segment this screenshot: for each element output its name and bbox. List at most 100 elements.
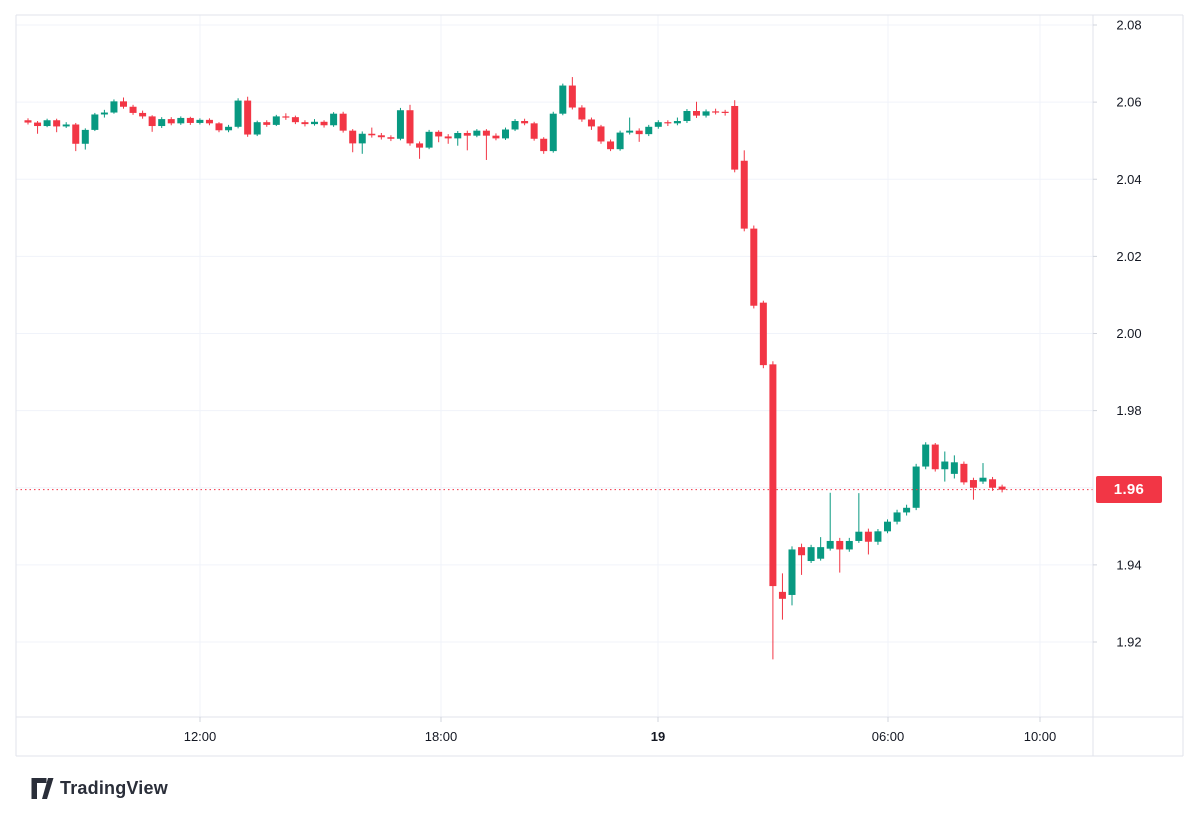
candle	[740, 150, 748, 232]
candle	[435, 130, 443, 143]
candle	[798, 543, 806, 575]
candle	[110, 99, 118, 114]
candle	[406, 104, 414, 146]
candle	[998, 484, 1006, 493]
candle	[731, 100, 739, 173]
candle	[186, 116, 194, 125]
candle	[960, 461, 968, 485]
candle	[368, 127, 376, 138]
candle	[989, 476, 997, 491]
candle	[903, 504, 911, 516]
candle	[253, 120, 261, 137]
price-axis-label: 2.00	[1116, 326, 1141, 341]
candle	[855, 493, 863, 543]
time-axis-label: 18:00	[425, 729, 458, 744]
candle	[607, 139, 615, 152]
candle	[196, 118, 204, 125]
candle	[864, 528, 872, 555]
candle	[645, 124, 653, 137]
candle	[24, 118, 32, 125]
candle	[893, 509, 901, 525]
axis-ticks	[199, 24, 1097, 722]
candle	[616, 130, 624, 151]
candle	[387, 135, 395, 142]
candle	[454, 131, 462, 146]
candle	[540, 137, 548, 154]
price-axis-label: 1.94	[1116, 557, 1141, 572]
candle	[463, 130, 471, 151]
price-axis-label: 2.04	[1116, 172, 1141, 187]
time-axis-label: 19	[651, 729, 665, 744]
candle	[931, 443, 939, 472]
candle	[912, 463, 920, 511]
candle	[941, 451, 949, 482]
candle	[100, 109, 108, 118]
candle	[511, 119, 519, 132]
candle	[291, 115, 299, 125]
candle	[244, 96, 252, 137]
candle	[311, 119, 318, 126]
candle	[272, 114, 280, 127]
candle	[263, 120, 271, 127]
time-axis-label: 12:00	[184, 729, 217, 744]
candle	[721, 109, 729, 116]
candle	[884, 519, 891, 534]
candle	[339, 111, 347, 133]
candle	[549, 111, 557, 153]
candle	[425, 129, 433, 150]
candle	[693, 101, 700, 118]
candle	[969, 477, 977, 500]
candle	[320, 120, 328, 128]
candle	[43, 118, 51, 128]
price-axis-label: 2.08	[1116, 18, 1141, 33]
candle	[205, 118, 213, 126]
price-axis-labels: 2.08 2.06 2.04 2.02 2.00 1.98 1.94 1.92	[1116, 18, 1141, 650]
candle	[349, 129, 357, 153]
tradingview-logo-icon	[31, 777, 54, 799]
candle	[396, 107, 404, 141]
candle	[234, 98, 242, 129]
time-axis[interactable]	[16, 717, 1093, 756]
candle	[148, 115, 156, 132]
candle	[120, 97, 127, 109]
candle	[139, 110, 147, 119]
candle	[34, 121, 42, 134]
candle	[167, 117, 175, 126]
candle	[62, 122, 70, 128]
candle	[473, 129, 481, 138]
time-axis-label: 06:00	[872, 729, 905, 744]
price-axis[interactable]	[1093, 15, 1183, 717]
candle	[587, 117, 595, 130]
candle	[950, 455, 958, 479]
candle	[635, 128, 643, 142]
candle	[158, 117, 166, 128]
candle	[521, 118, 529, 126]
candle	[778, 573, 786, 620]
candle	[826, 492, 834, 551]
candle	[358, 131, 366, 154]
candle	[626, 117, 634, 135]
candle	[129, 104, 137, 115]
time-axis-labels: 12:00 18:00 19 06:00 10:00	[184, 729, 1057, 744]
candle	[377, 132, 385, 140]
candle	[874, 529, 882, 545]
candle	[72, 122, 80, 152]
price-axis-label: 1.98	[1116, 403, 1141, 418]
candle	[673, 117, 681, 126]
time-axis-label: 10:00	[1024, 729, 1057, 744]
candle	[979, 463, 987, 484]
candle	[81, 128, 89, 150]
last-price-badge: 1.96	[1096, 476, 1162, 504]
candle	[807, 544, 815, 563]
candle	[502, 127, 509, 140]
candle	[301, 120, 309, 127]
candle	[492, 133, 500, 141]
candle	[568, 77, 576, 110]
tradingview-logo[interactable]: TradingView	[31, 776, 168, 800]
candle	[416, 141, 424, 159]
candle	[91, 112, 99, 132]
price-axis-label: 2.06	[1116, 95, 1141, 110]
candle	[702, 109, 710, 118]
